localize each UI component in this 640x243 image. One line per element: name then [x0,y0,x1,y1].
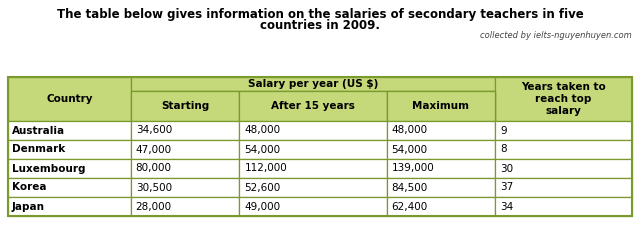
Bar [131,91,239,121]
Bar [8,159,131,178]
Bar [387,140,495,159]
Text: 30: 30 [500,164,513,174]
Bar [8,178,131,197]
Bar [131,197,239,216]
Text: Australia: Australia [12,125,65,136]
Text: Years taken to
reach top
salary: Years taken to reach top salary [521,82,606,116]
Text: Luxembourg: Luxembourg [12,164,86,174]
Bar [239,121,387,140]
Text: 8: 8 [500,145,507,155]
Text: The table below gives information on the salaries of secondary teachers in five: The table below gives information on the… [56,8,584,21]
Bar [387,91,495,121]
Text: 49,000: 49,000 [244,201,280,211]
Text: 30,500: 30,500 [136,182,172,192]
Bar [131,91,239,121]
Bar [387,91,495,121]
Bar [387,121,495,140]
Text: countries in 2009.: countries in 2009. [260,19,380,32]
Text: 9: 9 [500,125,507,136]
Bar [131,77,495,91]
Text: Salary per year (US $): Salary per year (US $) [248,79,378,89]
Text: 80,000: 80,000 [136,164,172,174]
Text: 52,600: 52,600 [244,182,280,192]
Text: 47,000: 47,000 [136,145,172,155]
Text: 28,000: 28,000 [136,201,172,211]
Text: 48,000: 48,000 [392,125,428,136]
Bar [495,197,632,216]
Bar [239,159,387,178]
Bar [8,121,131,140]
Bar [239,91,387,121]
Bar [239,140,387,159]
Text: collected by ielts-nguyenhuyen.com: collected by ielts-nguyenhuyen.com [480,31,632,40]
Text: After 15 years: After 15 years [271,101,355,111]
Bar [8,197,131,216]
Bar [495,159,632,178]
Text: 84,500: 84,500 [392,182,428,192]
Text: 139,000: 139,000 [392,164,435,174]
Text: 54,000: 54,000 [244,145,280,155]
Text: 37: 37 [500,182,513,192]
Bar [8,77,632,216]
Text: 48,000: 48,000 [244,125,280,136]
Text: 34,600: 34,600 [136,125,172,136]
Text: 62,400: 62,400 [392,201,428,211]
Text: Starting: Starting [161,101,209,111]
Bar [131,140,239,159]
Text: 54,000: 54,000 [392,145,428,155]
Bar [239,91,387,121]
Bar [387,159,495,178]
Bar [131,178,239,197]
Bar [239,178,387,197]
Bar [495,121,632,140]
Text: 112,000: 112,000 [244,164,287,174]
Bar [495,140,632,159]
Bar [131,121,239,140]
Bar [387,178,495,197]
Text: Maximum: Maximum [412,101,470,111]
Bar [239,197,387,216]
Text: Korea: Korea [12,182,47,192]
Text: Country: Country [46,94,93,104]
Bar [131,159,239,178]
Bar [495,178,632,197]
Bar [8,140,131,159]
Text: Denmark: Denmark [12,145,65,155]
Bar [495,77,632,121]
Bar [8,77,131,121]
Text: 34: 34 [500,201,513,211]
Text: Japan: Japan [12,201,45,211]
Bar [387,197,495,216]
